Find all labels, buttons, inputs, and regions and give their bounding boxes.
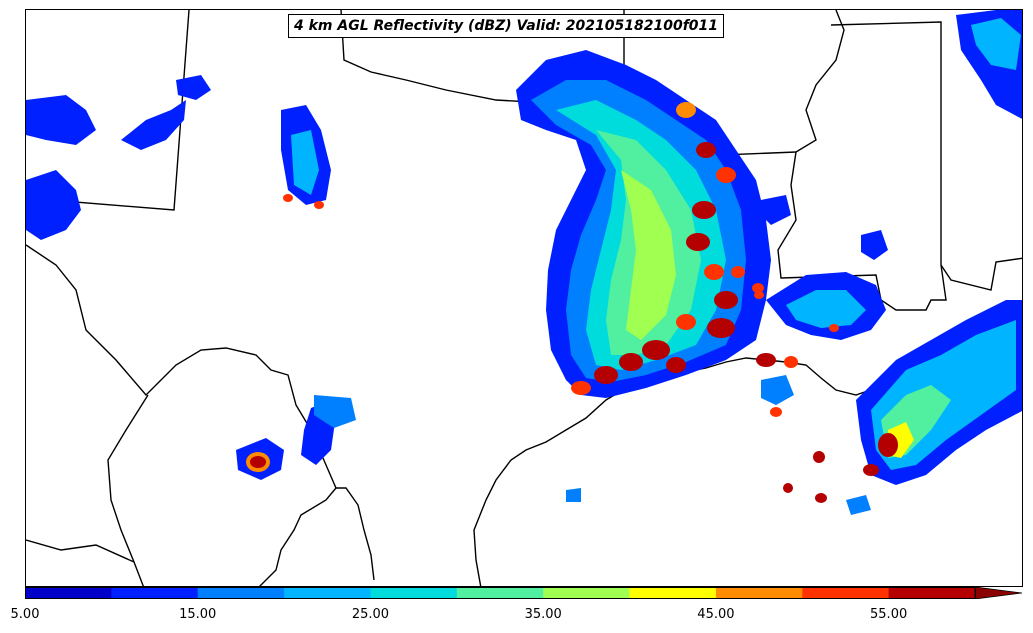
state-border [259,487,337,586]
intense-cores [246,102,898,503]
colorbar-band [629,587,717,599]
map-panel [25,9,1023,587]
echo-region [121,100,186,150]
colorbar-band [802,587,890,599]
colorbar-band [370,587,458,599]
colorbar-band [715,587,803,599]
colorbar-band [456,587,544,599]
echo-core [878,433,898,457]
state-border [940,257,1022,291]
colorbar-band [284,587,371,599]
echo-core [783,483,793,493]
echo-core [704,264,724,280]
echo-core [714,291,738,309]
echo-region [761,195,791,225]
colorbar-tick-label: 25.00 [351,607,390,622]
echo-core [676,102,696,118]
colorbar-band [25,587,112,599]
colorbar-band [888,587,976,599]
echo-core [752,283,764,293]
echo-core [314,201,324,209]
echo-core [594,366,618,384]
echo-core [829,324,839,332]
echo-core [686,233,710,251]
echo-region [846,495,871,515]
echo-core [283,194,293,202]
echo-region [971,18,1021,70]
colorbar-tick-label: 55.00 [870,607,908,622]
echo-core [770,407,782,417]
echo-core [815,493,827,503]
colorbar [25,587,1023,599]
colorbar-tick-label: 35.00 [524,607,562,622]
echo-region [176,75,211,100]
state-border [777,21,947,311]
echo-core [863,464,879,476]
state-border [795,10,845,153]
echo-core [784,356,798,368]
echo-region [314,395,356,428]
echo-region [26,95,96,145]
echo-region [861,230,888,260]
echo-core [619,353,643,371]
echo-core [692,201,716,219]
echo-core [571,381,591,395]
echo-core [756,353,776,367]
reflectivity-map [26,10,1022,586]
echo-region [566,488,581,502]
echo-region [291,130,319,195]
echo-core [716,167,736,183]
colorbar-tick-label: 45.00 [697,607,735,622]
echo-core [707,318,735,338]
map-title: 4 km AGL Reflectivity (dBZ) Valid: 20210… [288,14,725,38]
echo-core [642,340,670,360]
echo-core [250,456,266,468]
echo-region [761,375,794,405]
echo-core [676,314,696,330]
colorbar-band [111,587,199,599]
colorbar-band [197,587,285,599]
colorbar-band [543,587,631,599]
echo-region [26,170,81,240]
state-border [107,394,149,563]
state-border [26,539,144,586]
echo-region [786,290,866,328]
state-border [26,244,375,581]
echo-core [731,266,745,278]
colorbar-tick-label: 15.00 [179,607,217,622]
echo-region [621,170,676,340]
echo-core [666,357,686,373]
echo-core [696,142,716,158]
colorbar-extend-arrow [974,587,1023,599]
echo-core [813,451,825,463]
reflectivity-layer [26,10,1022,515]
colorbar-bands [25,587,976,599]
colorbar-tick-label: 5.00 [10,607,40,622]
colorbar-outline [25,587,976,599]
echo-core [754,291,764,299]
